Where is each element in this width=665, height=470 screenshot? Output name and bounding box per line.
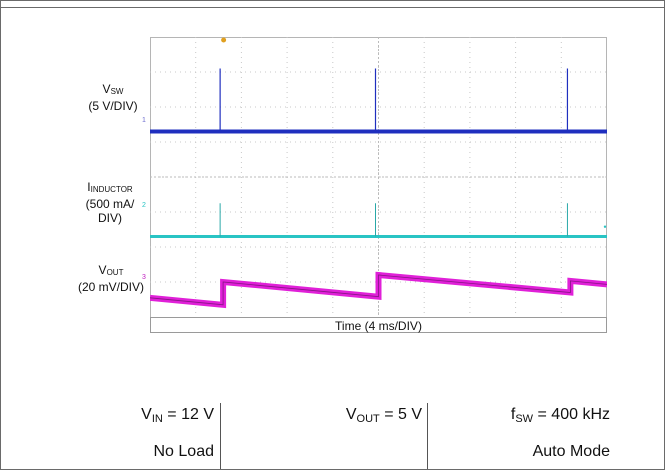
channel-2-marker: 2	[142, 202, 146, 209]
fsw-main: f	[510, 406, 516, 423]
vout-label: VOUT (20 mV/DIV)	[75, 263, 147, 294]
vout-label-main: V	[98, 263, 107, 277]
inductor-scale-line2: DIV)	[98, 211, 122, 225]
inductor-label: IINDUCTOR (500 mA/ DIV)	[75, 180, 145, 225]
vout-trace-center	[150, 274, 607, 306]
inductor-trace	[150, 235, 607, 238]
vsw-trace	[150, 129, 607, 134]
condition-noload: No Load	[110, 442, 215, 462]
vout-cond-value: = 5 V	[379, 406, 422, 423]
inductor-label-main: I	[87, 180, 91, 194]
vout-cond-main: V	[345, 406, 357, 423]
inductor-scale-line1: (500 mA/	[85, 197, 135, 211]
channel-3-marker: 3	[142, 274, 146, 281]
condition-vin: VIN = 12 V	[110, 405, 214, 429]
condition-mode: Auto Mode	[470, 442, 610, 462]
no-load-text: No Load	[153, 443, 215, 460]
separator-2	[427, 403, 428, 469]
vin-main: V	[141, 406, 152, 423]
condition-fsw: fSW = 400 kHz	[470, 405, 610, 429]
scope-plot	[150, 37, 607, 334]
auto-mode-text: Auto Mode	[532, 443, 610, 460]
vout-label-sub: OUT	[106, 268, 124, 277]
condition-vout: VOUT = 5 V	[300, 405, 422, 429]
separator-1	[220, 403, 221, 469]
inductor-dot	[603, 225, 607, 228]
fsw-sub: SW	[515, 413, 534, 425]
vsw-label-main: V	[102, 82, 111, 96]
vsw-label-sub: SW	[110, 87, 124, 96]
fsw-value: = 400 kHz	[533, 406, 611, 423]
vin-value: = 12 V	[162, 406, 214, 423]
top-rule	[0, 7, 665, 8]
vsw-label: VSW (5 V/DIV)	[78, 82, 148, 113]
inductor-label-sub: INDUCTOR	[90, 185, 133, 194]
channel-1-marker: 1	[142, 117, 146, 124]
x-axis-label: Time (4 ms/DIV)	[150, 317, 607, 333]
vin-sub: IN	[151, 413, 163, 425]
vout-cond-sub: OUT	[356, 413, 380, 425]
vout-scale: (20 mV/DIV)	[77, 280, 144, 294]
vsw-scale: (5 V/DIV)	[88, 99, 138, 113]
plot-traces	[150, 37, 607, 309]
trigger-marker	[221, 37, 227, 43]
